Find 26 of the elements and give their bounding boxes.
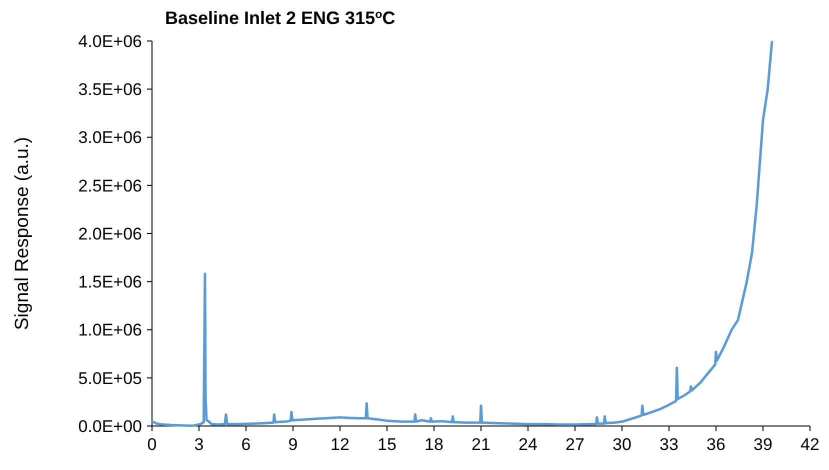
x-tick-label: 6 (241, 435, 251, 454)
y-tick-label: 2.5E+06 (78, 176, 142, 196)
y-tick-label: 3.0E+06 (78, 128, 142, 148)
y-tick-label: 0.0E+00 (78, 416, 142, 436)
y-tick-label: 3.5E+06 (78, 80, 142, 100)
x-tick-label: 33 (660, 435, 678, 454)
x-tick-label: 3 (194, 435, 204, 454)
x-tick-label: 39 (754, 435, 772, 454)
x-tick-label: 15 (378, 435, 396, 454)
y-tick-label: 1.0E+06 (78, 320, 142, 340)
y-tick-label: 4.0E+06 (78, 32, 142, 51)
x-tick-label: 12 (330, 435, 350, 454)
y-axis-title: Signal Response (a.u.) (12, 136, 33, 330)
y-tick-label: 5.0E+05 (78, 368, 142, 388)
y-tick-label: 2.0E+06 (78, 224, 142, 244)
x-tick-label: 0 (147, 435, 157, 454)
chart-title: Baseline Inlet 2 ENG 315$^{o}$C (165, 8, 396, 28)
x-tick-label: 18 (424, 435, 444, 454)
x-tick-label: 42 (800, 435, 820, 454)
x-tick-label: 36 (706, 435, 726, 454)
x-tick-label: 27 (566, 435, 584, 454)
x-tick-label: 30 (612, 435, 632, 454)
x-tick-label: 21 (472, 435, 490, 454)
x-tick-label: 9 (288, 435, 298, 454)
x-tick-label: 24 (518, 435, 538, 454)
y-tick-label: 1.5E+06 (78, 272, 142, 292)
